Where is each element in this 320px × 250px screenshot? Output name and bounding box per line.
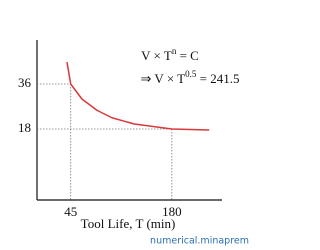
annotation-text: = 241.5 [196, 71, 239, 86]
annotation-sup: n [172, 46, 177, 56]
annotation: V × Tn = C [141, 46, 199, 63]
annotation-sup: 0.5 [185, 69, 197, 79]
x-tick-label: 180 [162, 204, 182, 219]
x-axis-label: Tool Life, T (min) [81, 216, 176, 231]
annotation-text: V × T [141, 48, 172, 63]
annotation: ⇒ V × T0.5 = 241.5 [141, 69, 240, 86]
x-tick-label: 45 [64, 204, 77, 219]
annotation-text: ⇒ V × T [141, 71, 186, 86]
y-tick-label: 18 [18, 120, 31, 135]
curve [66, 61, 210, 131]
chart: Tool Life, T (min) numerical.minaprem 45… [18, 40, 249, 247]
annotation-text: = C [176, 48, 199, 63]
watermark: numerical.minaprem [150, 236, 249, 247]
y-tick-label: 36 [18, 75, 32, 90]
